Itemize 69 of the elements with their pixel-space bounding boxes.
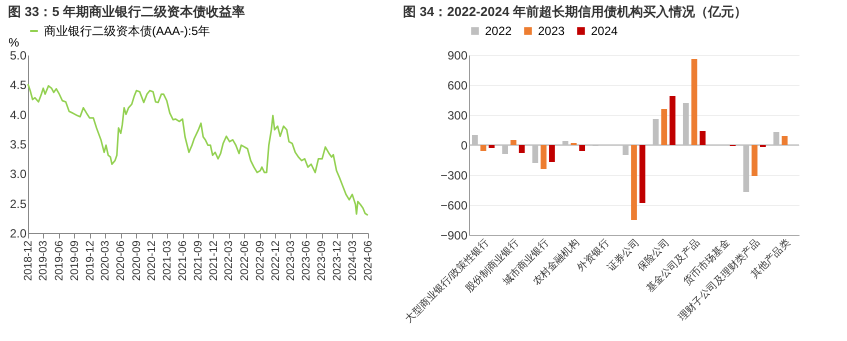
y-tick-label: 2.0 <box>10 226 27 240</box>
bar <box>782 136 788 145</box>
bar <box>700 131 706 145</box>
y-tick-label: 2.5 <box>10 196 27 211</box>
x-tick-label: 2024-06 <box>362 240 374 281</box>
y-tick-label: 300 <box>447 108 468 122</box>
x-tick-label: 2022-12 <box>270 240 282 281</box>
y-tick-label: −900 <box>440 228 468 242</box>
x-tick-label: 2023-09 <box>316 240 328 281</box>
bar <box>532 145 538 163</box>
x-tick-label: 2021-06 <box>177 240 190 281</box>
bar <box>518 145 525 153</box>
line-series <box>27 83 369 216</box>
bar <box>743 145 750 192</box>
legend-label: 商业银行二级资本债(AAA-):5年 <box>44 24 210 38</box>
x-tick-label: 2020-06 <box>115 240 128 281</box>
legend-label: 2023 <box>538 24 566 38</box>
chart-title: 图 33：5 年期商业银行二级资本债收益率 <box>8 4 245 19</box>
x-tick-label: 2022-06 <box>238 240 251 281</box>
x-tick-label: 2020-09 <box>130 240 143 281</box>
bar <box>752 145 758 176</box>
x-tick-label: 2019-06 <box>53 240 66 281</box>
bar <box>488 145 495 148</box>
bar <box>480 145 486 151</box>
y-tick-label: 5.0 <box>10 48 27 62</box>
bar <box>549 145 555 162</box>
bar <box>510 140 516 145</box>
bar <box>622 145 629 155</box>
y-tick-label: 600 <box>447 78 468 92</box>
bar <box>540 145 547 169</box>
x-tick-label: 2023-12 <box>332 240 344 281</box>
y-tick-label: 3.5 <box>10 138 27 152</box>
y-tick-label: 4.0 <box>10 108 27 122</box>
x-tick-label: 2020-03 <box>100 240 112 281</box>
y-tick-label: −600 <box>440 198 468 212</box>
x-tick-label: 2023-06 <box>300 240 313 281</box>
x-tick-label: 2022-09 <box>254 240 266 281</box>
y-tick-label: 3.0 <box>10 167 27 182</box>
y-tick-label: 4.5 <box>10 78 27 92</box>
x-tick-label: 2018-12 <box>22 240 34 281</box>
x-tick-label: 2021-12 <box>208 240 220 281</box>
legend-label: 2022 <box>485 24 512 38</box>
bar <box>670 96 676 145</box>
x-tick-label: 2020-12 <box>146 240 158 281</box>
y-tick-label: 0 <box>460 138 468 152</box>
x-tick-label: 2021-09 <box>192 240 205 281</box>
chart-title: 图 34：2022-2024 年前超长期信用债机构买入情况（亿元） <box>403 4 747 19</box>
bar <box>562 141 568 145</box>
bar <box>652 119 659 145</box>
bar <box>579 145 586 151</box>
x-tick-label: 2019-12 <box>84 240 96 281</box>
x-tick-label: 2021-03 <box>161 240 174 281</box>
y-axis-title: % <box>8 36 20 50</box>
legend-label: 2024 <box>591 24 618 38</box>
bar <box>502 145 508 154</box>
bar <box>661 109 668 145</box>
bar <box>691 59 698 145</box>
x-tick-label: 2023-03 <box>284 240 297 281</box>
y-tick-label: 900 <box>447 48 468 62</box>
x-tick-label: 2019-09 <box>68 240 81 281</box>
bar <box>773 132 780 145</box>
bar <box>631 145 637 220</box>
x-tick-label: 2022-03 <box>223 240 236 281</box>
bar <box>682 103 689 145</box>
bar <box>639 145 646 203</box>
x-tick-label: 2024-03 <box>346 240 359 281</box>
x-tick-label: 2019-03 <box>38 240 50 281</box>
bar <box>472 135 478 145</box>
y-tick-label: −300 <box>440 168 468 182</box>
